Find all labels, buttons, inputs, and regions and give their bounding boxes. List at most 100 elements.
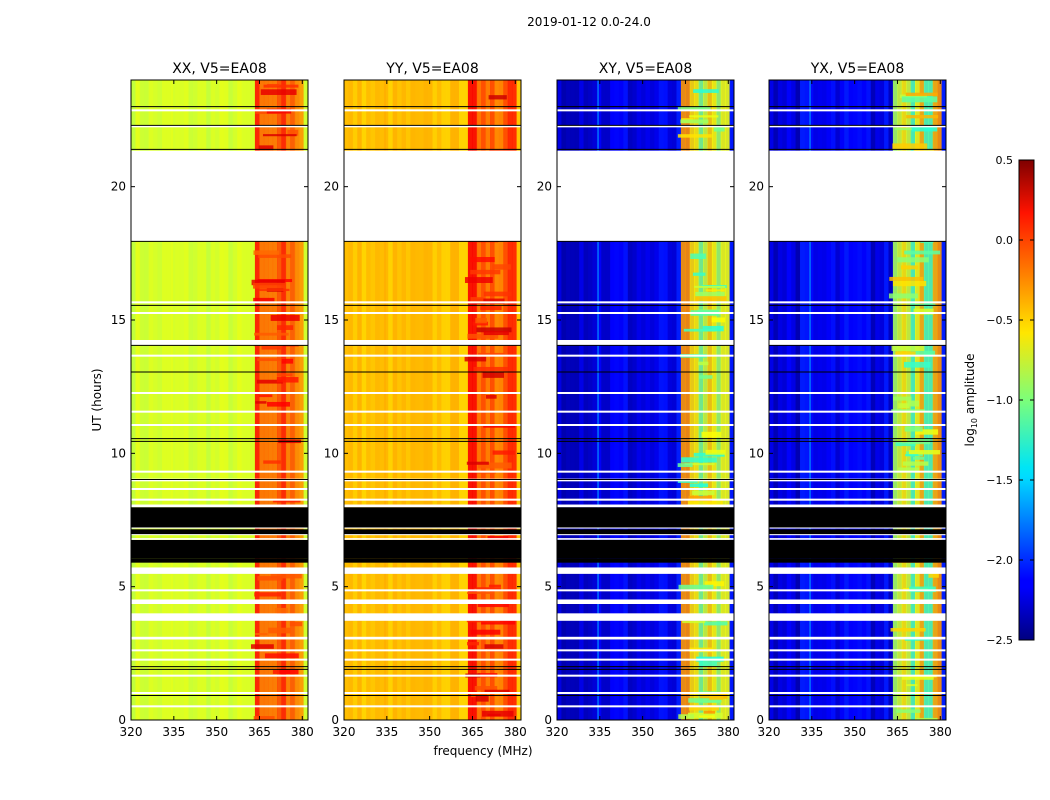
rfi-streak	[678, 584, 714, 590]
heatmap-column	[210, 80, 216, 720]
x-tick-label: 365	[248, 725, 271, 739]
heatmap-column	[201, 80, 207, 720]
rfi-streak	[484, 644, 504, 649]
rfi-streak	[898, 467, 920, 473]
heatmap-column	[215, 80, 221, 720]
flagged-gap	[344, 527, 521, 529]
heatmap-column	[826, 80, 832, 720]
heatmap-column	[835, 80, 841, 720]
rfi-streak	[273, 499, 301, 503]
rfi-streak	[289, 621, 303, 627]
gap-line	[769, 470, 946, 473]
y-tick-label: 20	[749, 180, 764, 194]
blank-region	[131, 567, 308, 574]
heatmap-column	[188, 80, 194, 720]
blank-region	[557, 613, 734, 621]
colorbar-tick-label: −2.0	[986, 554, 1013, 567]
gap-line	[131, 674, 308, 677]
rfi-streak	[703, 710, 715, 714]
rfi-streak	[677, 106, 711, 111]
heatmap-column	[574, 80, 580, 720]
panel-title: YX, V5=EA08	[810, 61, 905, 77]
gap-line	[557, 674, 734, 677]
rfi-streak	[484, 689, 510, 693]
heatmap-column	[583, 80, 589, 720]
rfi-streak	[253, 716, 275, 720]
blank-region	[769, 340, 946, 346]
rfi-streak	[263, 460, 281, 464]
rfi-streak	[287, 129, 299, 136]
rfi-streak	[684, 463, 715, 466]
rfi-streak	[258, 254, 292, 258]
gap-line	[769, 392, 946, 394]
rfi-streak	[904, 426, 923, 432]
heatmap-cells	[344, 80, 521, 720]
heatmap-column	[268, 80, 274, 720]
flagged-region	[131, 540, 308, 559]
heatmap-column	[698, 80, 704, 720]
heatmap-column	[423, 80, 429, 720]
flagged-gap	[557, 534, 734, 536]
heatmap-column	[627, 80, 633, 720]
rfi-streak	[473, 298, 505, 304]
rfi-streak	[693, 452, 725, 457]
gap-line	[557, 392, 734, 394]
heatmap-column	[716, 80, 722, 720]
rfi-streak	[464, 277, 493, 283]
y-tick-label: 5	[118, 580, 126, 594]
blank-region	[769, 599, 946, 604]
heatmap-column	[601, 80, 607, 720]
rfi-streak	[677, 134, 712, 138]
heatmap-column	[725, 80, 731, 720]
x-tick-label: 365	[461, 725, 484, 739]
heatmap-column	[680, 80, 686, 720]
gap-line	[131, 658, 308, 661]
heatmap-column	[799, 80, 805, 720]
rfi-streak	[695, 291, 725, 298]
rfi-streak	[698, 375, 713, 379]
rfi-streak	[891, 409, 925, 412]
rfi-streak	[902, 461, 929, 466]
rfi-streak	[253, 297, 275, 304]
rfi-streak	[279, 669, 299, 675]
gap-line	[131, 692, 308, 694]
x-tick-label: 380	[504, 725, 527, 739]
rfi-streak	[488, 95, 507, 100]
heatmap-column	[232, 80, 238, 720]
y-tick-label: 5	[331, 580, 339, 594]
heatmap-column	[441, 80, 447, 720]
gap-line	[131, 312, 308, 314]
heatmap-column	[570, 80, 576, 720]
heatmap-column	[485, 80, 491, 720]
heatmap-column	[392, 80, 398, 720]
heatmap-column	[592, 80, 598, 720]
heatmap-column	[777, 80, 783, 720]
heatmap-column	[131, 80, 137, 720]
gap-line	[769, 589, 946, 592]
heatmap-column	[516, 80, 521, 720]
panel-frame	[343, 79, 522, 721]
rfi-streak	[258, 394, 273, 398]
rfi-streak	[263, 84, 299, 88]
gap-line	[344, 354, 521, 357]
rfi-streak	[483, 291, 512, 297]
rfi-streak	[899, 94, 928, 98]
rfi-streak	[688, 495, 713, 502]
rfi-streak	[256, 379, 283, 384]
flagged-region	[557, 507, 734, 528]
gap-line	[344, 488, 521, 490]
heatmap-column	[813, 80, 819, 720]
rfi-streak	[901, 676, 934, 680]
heatmap-column	[374, 80, 380, 720]
gap-line	[769, 424, 946, 426]
gap-line	[131, 301, 308, 304]
colorbar-label-prefix: log	[963, 428, 977, 446]
gap-line	[557, 410, 734, 413]
heatmap-column	[432, 80, 438, 720]
panel-3: YX, V5=EA08 320 335 350 365 380 0 5 10 15 20	[749, 61, 952, 739]
heatmap-column	[923, 80, 929, 720]
rfi-streak	[268, 627, 291, 634]
rfi-streak	[911, 350, 936, 357]
gap-line	[557, 692, 734, 694]
